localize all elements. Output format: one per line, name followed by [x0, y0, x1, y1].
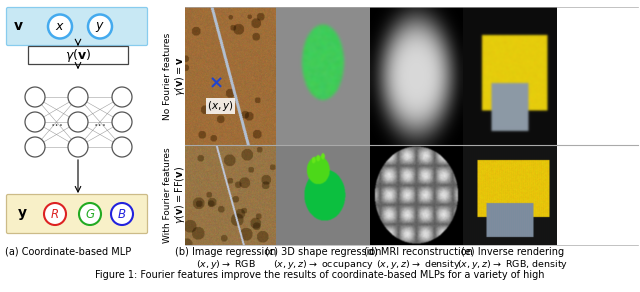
Text: $\mathbf{\times}$: $\mathbf{\times}$	[208, 74, 223, 92]
Circle shape	[112, 137, 132, 157]
Text: $(x,y,z)\rightarrow$ density: $(x,y,z)\rightarrow$ density	[376, 258, 460, 271]
Text: $\mathbf{y}$: $\mathbf{y}$	[17, 206, 28, 222]
Text: (c) 3D shape regression: (c) 3D shape regression	[265, 247, 381, 257]
Circle shape	[68, 137, 88, 157]
Text: ...: ...	[93, 115, 107, 129]
Text: $(x,y,z)\rightarrow$ RGB, density: $(x,y,z)\rightarrow$ RGB, density	[458, 258, 568, 271]
Text: $G$: $G$	[84, 208, 95, 220]
Text: (a) Coordinate-based MLP: (a) Coordinate-based MLP	[5, 247, 131, 257]
Circle shape	[68, 87, 88, 107]
Text: $(x,y,z)\rightarrow$ occupancy: $(x,y,z)\rightarrow$ occupancy	[273, 258, 373, 271]
Text: $(x,y)\rightarrow$ RGB: $(x,y)\rightarrow$ RGB	[196, 258, 256, 271]
Circle shape	[79, 203, 101, 225]
Circle shape	[111, 203, 133, 225]
Text: With Fourier features: With Fourier features	[163, 147, 172, 243]
Circle shape	[112, 112, 132, 132]
Text: $R$: $R$	[51, 208, 60, 220]
FancyBboxPatch shape	[6, 194, 147, 234]
Text: $y$: $y$	[95, 20, 105, 34]
Text: Figure 1: Fourier features improve the results of coordinate-based MLPs for a va: Figure 1: Fourier features improve the r…	[95, 270, 545, 280]
Circle shape	[68, 112, 88, 132]
Circle shape	[25, 87, 45, 107]
Bar	[28, 46, 128, 64]
Circle shape	[112, 87, 132, 107]
Circle shape	[25, 112, 45, 132]
Circle shape	[25, 137, 45, 157]
Text: No Fourier features: No Fourier features	[163, 32, 172, 120]
Text: $B$: $B$	[117, 208, 127, 220]
Text: ...: ...	[51, 115, 63, 129]
Text: $\gamma(\mathbf{v}) = \mathbf{v}$: $\gamma(\mathbf{v}) = \mathbf{v}$	[173, 56, 187, 96]
Text: (b) Image regression: (b) Image regression	[175, 247, 276, 257]
FancyBboxPatch shape	[6, 8, 147, 46]
Text: $\gamma(\mathbf{v})$: $\gamma(\mathbf{v})$	[65, 46, 91, 63]
Text: (e) Inverse rendering: (e) Inverse rendering	[461, 247, 564, 257]
Text: $\mathbf{v}$: $\mathbf{v}$	[13, 20, 24, 34]
Circle shape	[48, 15, 72, 39]
Text: $x$: $x$	[55, 20, 65, 33]
Circle shape	[44, 203, 66, 225]
Circle shape	[88, 15, 112, 39]
Text: (d) MRI reconstruction: (d) MRI reconstruction	[364, 247, 472, 257]
Text: $\gamma(\mathbf{v}) = \mathrm{FF}(\mathbf{v})$: $\gamma(\mathbf{v}) = \mathrm{FF}(\mathb…	[173, 166, 187, 224]
Text: $(x,y)$: $(x,y)$	[207, 99, 234, 113]
